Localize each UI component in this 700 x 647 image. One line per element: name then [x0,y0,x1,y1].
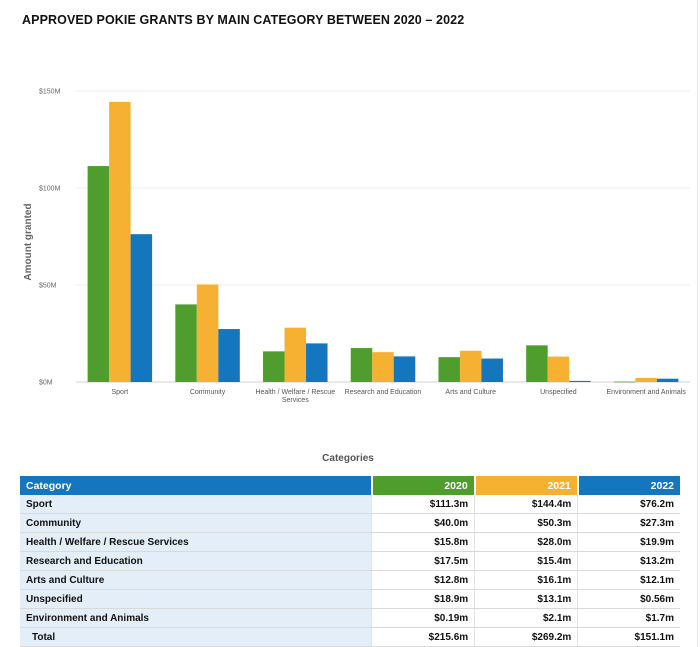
bar-2022-1 [218,329,240,382]
row-value-2022: $0.56m [577,589,680,609]
table-row: Arts and Culture $12.8m $16.1m $12.1m [20,570,680,590]
total-2022: $151.1m [577,627,680,647]
row-value-2022: $13.2m [577,551,680,571]
bar-2021-2 [284,327,307,382]
table-row: Health / Welfare / Rescue Services $15.8… [20,532,680,552]
x-category-label: Arts and Culture [445,389,496,396]
total-2020: $215.6m [371,627,476,647]
x-category-label: Services [282,397,309,404]
row-category: Health / Welfare / Rescue Services [20,532,372,552]
bar-2021-0 [109,101,131,382]
bar-2020-5 [526,345,548,382]
total-2021: $269.2m [474,627,579,647]
bar-chart: $0M $50M $100M $150M Sport Community Health / … [23,89,690,464]
row-category: Community [20,513,372,533]
bar-2022-5 [569,380,591,382]
chart-title: APPROVED POKIE GRANTS BY MAIN CATEGORY B… [22,13,465,27]
x-category-label: Unspecified [540,389,577,396]
row-category: Unspecified [20,589,372,609]
row-category: Environment and Animals [20,608,372,628]
row-value-2020: $15.8m [371,532,476,552]
row-value-2021: $15.4m [474,551,579,571]
header-2021: 2021 [474,476,579,495]
x-category-label: Environment and Animals [606,389,686,396]
row-value-2021: $50.3m [474,513,579,533]
bar-2020-0 [87,166,110,382]
bar-2022-0 [130,234,153,382]
table-header-row: Category 2020 2021 2022 [20,476,680,495]
bar-2022-6 [656,378,679,382]
bar-2020-6 [613,381,636,383]
bar-2020-3 [350,348,373,382]
bar-2020-1 [175,304,197,382]
row-value-2022: $1.7m [577,608,680,628]
row-value-2022: $76.2m [577,495,680,514]
header-category: Category [20,476,373,495]
row-value-2021: $13.1m [474,589,579,609]
table-total-row: Total $215.6m $269.2m $151.1m [20,627,680,647]
table-row: Environment and Animals $0.19m $2.1m $1.… [20,608,680,628]
y-tick-label: $150M [39,89,61,96]
row-value-2021: $2.1m [474,608,579,628]
total-label: Total [20,627,372,647]
bar-2020-2 [263,351,285,382]
y-axis-label: Amount granted [23,203,34,280]
bar-2021-4 [459,350,482,382]
data-table: Category 2020 2021 2022 Sport $111.3m $1… [20,476,680,647]
row-value-2022: $19.9m [577,532,680,552]
row-value-2020: $18.9m [371,589,476,609]
x-category-label: Research and Education [345,389,422,396]
row-category: Sport [20,495,372,514]
row-value-2022: $12.1m [577,570,680,590]
table-row: Unspecified $18.9m $13.1m $0.56m [20,589,680,609]
bar-2022-4 [481,358,503,382]
row-category: Research and Education [20,551,372,571]
bar-2021-6 [635,377,657,382]
y-tick-label: $0M [39,380,53,387]
y-tick-label: $100M [39,186,61,193]
x-category-label: Community [190,389,226,396]
row-value-2020: $17.5m [371,551,476,571]
x-category-label: Sport [111,389,128,396]
row-value-2021: $144.4m [474,495,579,514]
bar-2021-1 [196,284,219,382]
x-category-label: Health / Welfare / Rescue [255,389,335,396]
y-tick-label: $50M [39,283,57,290]
table-row: Community $40.0m $50.3m $27.3m [20,513,680,533]
row-value-2022: $27.3m [577,513,680,533]
row-value-2020: $111.3m [371,495,476,514]
bar-2020-4 [438,357,460,382]
row-value-2021: $16.1m [474,570,579,590]
bar-2022-2 [306,343,328,382]
bar-2022-3 [393,356,416,382]
header-2022: 2022 [577,476,680,495]
row-value-2020: $0.19m [371,608,476,628]
row-value-2021: $28.0m [474,532,579,552]
row-category: Arts and Culture [20,570,372,590]
row-value-2020: $12.8m [371,570,476,590]
x-axis-label: Categories [322,453,374,464]
header-2020: 2020 [371,476,476,495]
row-value-2020: $40.0m [371,513,476,533]
table-row: Sport $111.3m $144.4m $76.2m [20,495,680,514]
bar-2021-3 [372,352,394,382]
table-row: Research and Education $17.5m $15.4m $13… [20,551,680,571]
bar-2021-5 [547,356,570,382]
